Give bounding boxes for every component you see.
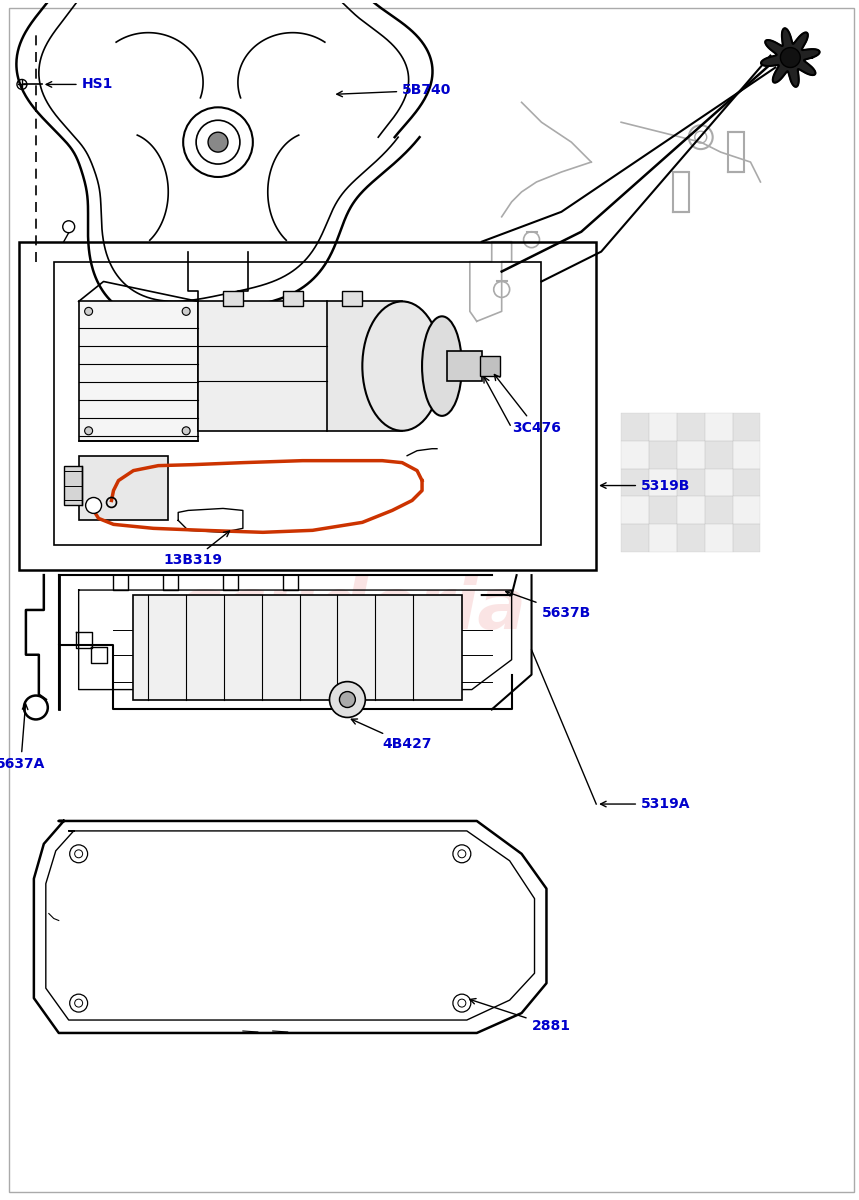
- Circle shape: [86, 498, 101, 514]
- Bar: [649, 440, 677, 469]
- Bar: [447, 352, 482, 382]
- Ellipse shape: [422, 317, 462, 416]
- Text: 5B740: 5B740: [337, 83, 452, 97]
- Bar: [733, 497, 760, 524]
- Bar: [677, 524, 704, 552]
- Text: scuderia: scuderia: [179, 576, 526, 644]
- Text: 4B427: 4B427: [351, 719, 432, 751]
- Text: 13B319: 13B319: [163, 532, 229, 568]
- Bar: [733, 524, 760, 552]
- Bar: [198, 301, 327, 431]
- Text: 3C476: 3C476: [495, 374, 561, 434]
- Ellipse shape: [362, 301, 442, 431]
- Bar: [733, 440, 760, 469]
- Bar: [621, 413, 649, 440]
- Bar: [19, 241, 596, 570]
- Circle shape: [208, 132, 228, 152]
- Bar: [649, 413, 677, 440]
- Bar: [133, 595, 462, 700]
- Bar: [677, 413, 704, 440]
- Bar: [704, 413, 733, 440]
- Bar: [704, 440, 733, 469]
- Text: car  parts: car parts: [259, 641, 445, 679]
- Bar: [54, 262, 541, 545]
- Bar: [343, 292, 362, 306]
- Bar: [480, 356, 500, 376]
- Text: 5319B: 5319B: [600, 479, 691, 492]
- Text: 5637B: 5637B: [506, 590, 591, 620]
- Circle shape: [339, 691, 356, 708]
- Bar: [621, 469, 649, 497]
- Bar: [621, 524, 649, 552]
- Bar: [649, 524, 677, 552]
- Bar: [621, 497, 649, 524]
- Bar: [283, 292, 302, 306]
- Bar: [704, 524, 733, 552]
- Bar: [621, 440, 649, 469]
- Circle shape: [85, 307, 93, 316]
- Circle shape: [85, 427, 93, 434]
- Bar: [649, 469, 677, 497]
- Bar: [64, 466, 82, 505]
- Bar: [733, 469, 760, 497]
- Polygon shape: [761, 29, 819, 86]
- Text: HS1: HS1: [46, 78, 113, 91]
- Circle shape: [330, 682, 365, 718]
- Bar: [223, 292, 243, 306]
- Circle shape: [182, 307, 190, 316]
- Bar: [677, 440, 704, 469]
- Bar: [733, 413, 760, 440]
- Circle shape: [182, 427, 190, 434]
- Bar: [79, 456, 168, 521]
- Text: 5637A: 5637A: [0, 704, 46, 772]
- Bar: [677, 497, 704, 524]
- Text: 2881: 2881: [470, 998, 570, 1033]
- Bar: [649, 497, 677, 524]
- Bar: [677, 469, 704, 497]
- Bar: [79, 301, 198, 440]
- Bar: [704, 497, 733, 524]
- Bar: [704, 469, 733, 497]
- Bar: [327, 301, 402, 431]
- Circle shape: [780, 48, 801, 67]
- Text: 5319A: 5319A: [600, 797, 691, 811]
